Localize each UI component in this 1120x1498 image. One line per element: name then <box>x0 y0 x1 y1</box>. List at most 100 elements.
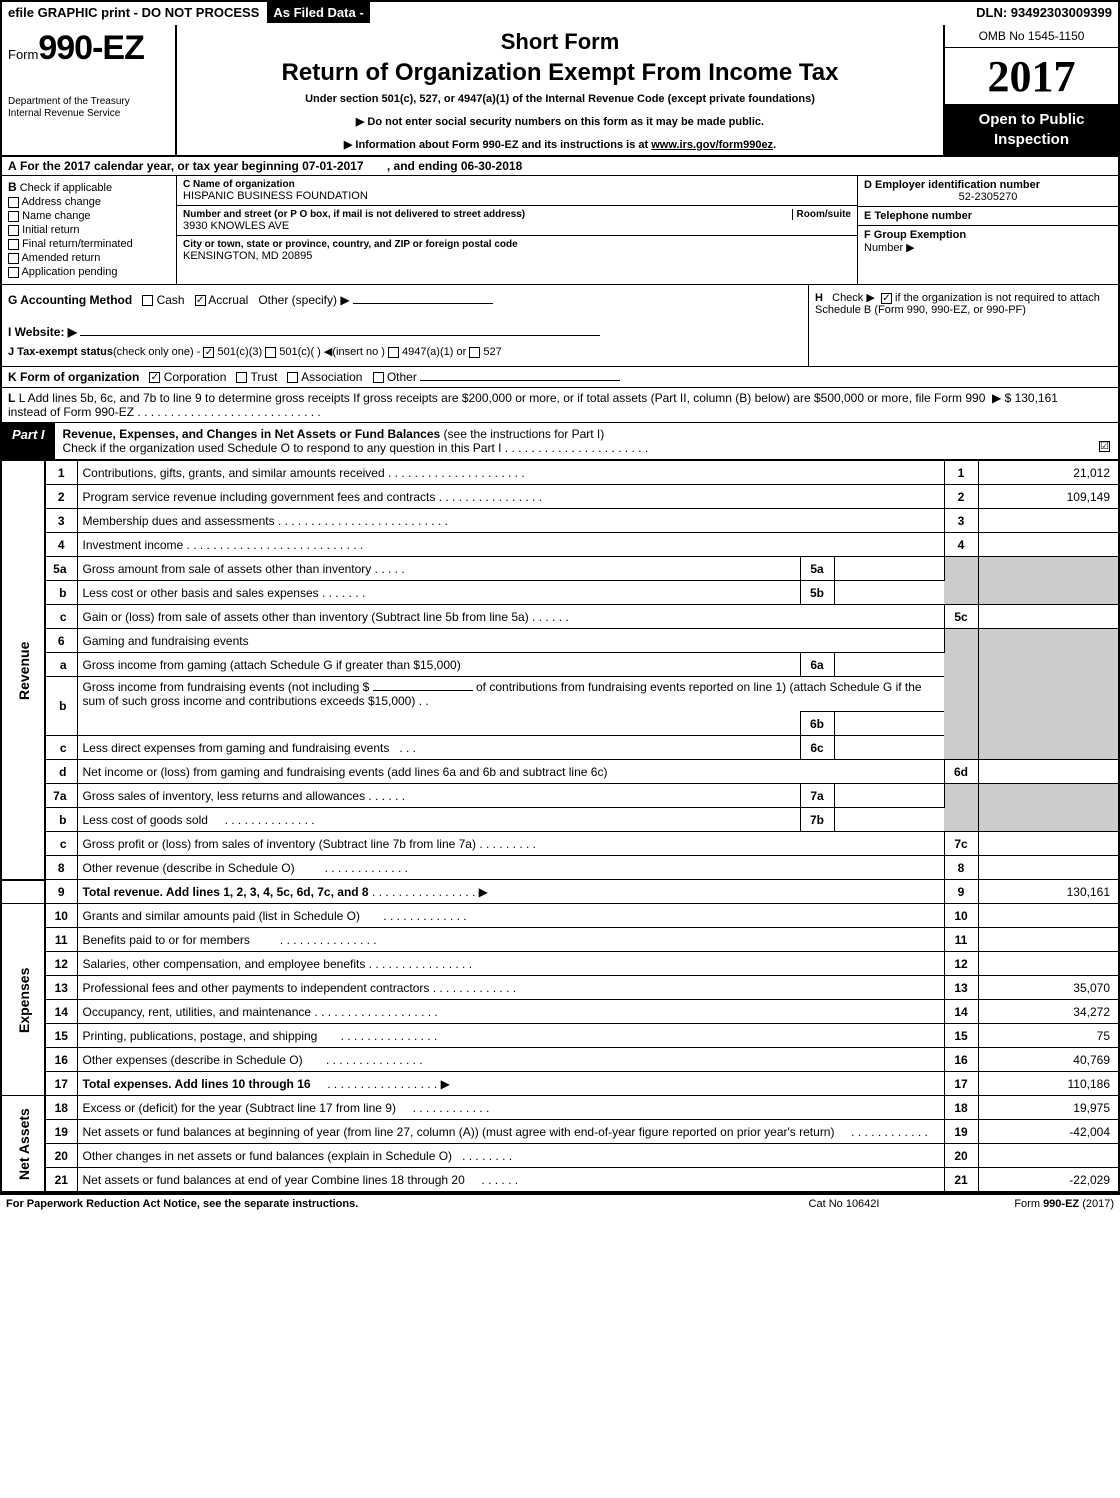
line-5b-desc: Less cost or other basis and sales expen… <box>83 586 319 600</box>
form-prefix: Form <box>8 47 38 62</box>
line-3-desc: Membership dues and assessments <box>83 514 275 528</box>
line-3-val <box>978 509 1118 533</box>
line-6d-val <box>978 760 1118 784</box>
line-15-desc: Printing, publications, postage, and shi… <box>83 1029 318 1043</box>
line-6b-amount-input[interactable] <box>373 690 473 691</box>
other-org-input[interactable] <box>420 380 620 381</box>
cb-address-change[interactable]: Address change <box>8 196 170 208</box>
line-12-val <box>978 952 1118 976</box>
line-9-val: 130,161 <box>978 880 1118 904</box>
row-k: K Form of organization ✓ Corporation Tru… <box>2 367 1118 388</box>
line-5b-val <box>834 581 944 605</box>
line-5c-desc: Gain or (loss) from sale of assets other… <box>83 610 529 624</box>
dept-treasury: Department of the Treasury <box>8 96 169 108</box>
line-7a-val <box>834 784 944 808</box>
line-l-amount: ▶ $ 130,161 <box>992 391 1112 419</box>
omb-number: OMB No 1545-1150 <box>945 25 1118 48</box>
city-label: City or town, state or province, country… <box>183 239 851 250</box>
form-header: Form990-EZ Department of the Treasury In… <box>2 25 1118 157</box>
line-19-val: -42,004 <box>978 1120 1118 1144</box>
ssn-notice: ▶ Do not enter social security numbers o… <box>185 115 935 128</box>
side-revenue: Revenue <box>2 461 45 880</box>
line-6b-val <box>834 712 944 736</box>
accounting-method-label: G Accounting Method <box>8 293 132 307</box>
cb-application-pending[interactable]: Application pending <box>8 266 170 278</box>
part-1-table: Revenue 1Contributions, gifts, grants, a… <box>2 460 1118 1192</box>
line-6a-val <box>834 653 944 677</box>
irs-link[interactable]: www.irs.gov/form990ez <box>651 139 773 151</box>
irs-label: Internal Revenue Service <box>8 108 169 120</box>
cb-corporation[interactable]: ✓ <box>149 372 160 383</box>
cb-501c[interactable] <box>265 347 276 358</box>
line-5c-val <box>978 605 1118 629</box>
cb-schedule-b[interactable]: ✓ <box>881 293 892 304</box>
line-l-text: L Add lines 5b, 6c, and 7b to line 9 to … <box>8 391 985 419</box>
line-17-val: 110,186 <box>978 1072 1118 1096</box>
line-18-val: 19,975 <box>978 1096 1118 1120</box>
line-4-desc: Investment income <box>83 538 184 552</box>
cb-accrual[interactable]: ✓ <box>195 295 206 306</box>
cb-other-org[interactable] <box>373 372 384 383</box>
part-1-title: Revenue, Expenses, and Changes in Net As… <box>63 427 441 441</box>
section-c: C Name of organization HISPANIC BUSINESS… <box>177 176 858 284</box>
line-8-val <box>978 856 1118 880</box>
open-public-1: Open to Public <box>949 110 1114 130</box>
line-6b-desc1: Gross income from fundraising events (no… <box>83 680 370 694</box>
line-6c-val <box>834 736 944 760</box>
form-ref: 990-EZ <box>1043 1198 1079 1210</box>
line-7c-val <box>978 832 1118 856</box>
line-6d-desc: Net income or (loss) from gaming and fun… <box>77 760 944 784</box>
line-11-desc: Benefits paid to or for members <box>83 933 250 947</box>
website-input[interactable] <box>80 335 600 336</box>
line-21-desc: Net assets or fund balances at end of ye… <box>83 1173 465 1187</box>
return-title: Return of Organization Exempt From Incom… <box>185 59 935 87</box>
calendar-year-text: For the 2017 calendar year, or tax year … <box>20 159 364 173</box>
cb-name-change[interactable]: Name change <box>8 210 170 222</box>
ein-value: 52-2305270 <box>864 191 1112 203</box>
org-name: HISPANIC BUSINESS FOUNDATION <box>183 190 851 202</box>
cb-527[interactable] <box>469 347 480 358</box>
line-13-val: 35,070 <box>978 976 1118 1000</box>
line-17-desc: Total expenses. Add lines 10 through 16 <box>83 1077 311 1091</box>
line-6c-desc: Less direct expenses from gaming and fun… <box>83 741 390 755</box>
line-14-val: 34,272 <box>978 1000 1118 1024</box>
line-8-desc: Other revenue (describe in Schedule O) <box>83 861 295 875</box>
line-1-val: 21,012 <box>978 461 1118 485</box>
short-form-title: Short Form <box>185 29 935 55</box>
paperwork-notice: For Paperwork Reduction Act Notice, see … <box>6 1198 754 1210</box>
cb-amended-return[interactable]: Amended return <box>8 252 170 264</box>
as-filed-label: As Filed Data - <box>265 2 371 25</box>
line-9-desc: Total revenue. Add lines 1, 2, 3, 4, 5c,… <box>83 885 369 899</box>
line-6-desc: Gaming and fundraising events <box>77 629 944 653</box>
under-section: Under section 501(c), 527, or 4947(a)(1)… <box>185 93 935 105</box>
cb-cash[interactable] <box>142 295 153 306</box>
cb-4947[interactable] <box>388 347 399 358</box>
line-16-desc: Other expenses (describe in Schedule O) <box>83 1053 303 1067</box>
cb-501c3[interactable]: ✓ <box>203 347 214 358</box>
cb-trust[interactable] <box>236 372 247 383</box>
info-notice-prefix: ▶ Information about Form 990-EZ and its … <box>344 139 651 151</box>
line-14-desc: Occupancy, rent, utilities, and maintena… <box>83 1005 312 1019</box>
street-address: 3930 KNOWLES AVE <box>183 220 851 232</box>
part-1-check-text: Check if the organization used Schedule … <box>63 441 502 455</box>
line-5a-desc: Gross amount from sale of assets other t… <box>83 562 372 576</box>
line-4-val <box>978 533 1118 557</box>
website-label: I Website: ▶ <box>8 325 77 339</box>
other-specify-input[interactable] <box>353 303 493 304</box>
cb-initial-return[interactable]: Initial return <box>8 224 170 236</box>
form-page: efile GRAPHIC print - DO NOT PROCESS As … <box>0 0 1120 1194</box>
side-expenses: Expenses <box>2 904 45 1096</box>
line-6a-desc: Gross income from gaming (attach Schedul… <box>83 658 461 672</box>
row-a: A For the 2017 calendar year, or tax yea… <box>2 157 1118 176</box>
line-13-desc: Professional fees and other payments to … <box>83 981 430 995</box>
row-l: L L Add lines 5b, 6c, and 7b to line 9 t… <box>2 388 1118 423</box>
ending-date: , and ending 06-30-2018 <box>387 159 522 173</box>
line-10-val <box>978 904 1118 928</box>
cb-association[interactable] <box>287 372 298 383</box>
open-public-2: Inspection <box>949 130 1114 150</box>
line-7b-desc: Less cost of goods sold <box>83 813 208 827</box>
form-number: 990-EZ <box>38 29 144 67</box>
cb-final-return[interactable]: Final return/terminated <box>8 238 170 250</box>
side-net-assets: Net Assets <box>2 1096 45 1192</box>
cb-schedule-o[interactable]: ☑ <box>1099 441 1110 452</box>
